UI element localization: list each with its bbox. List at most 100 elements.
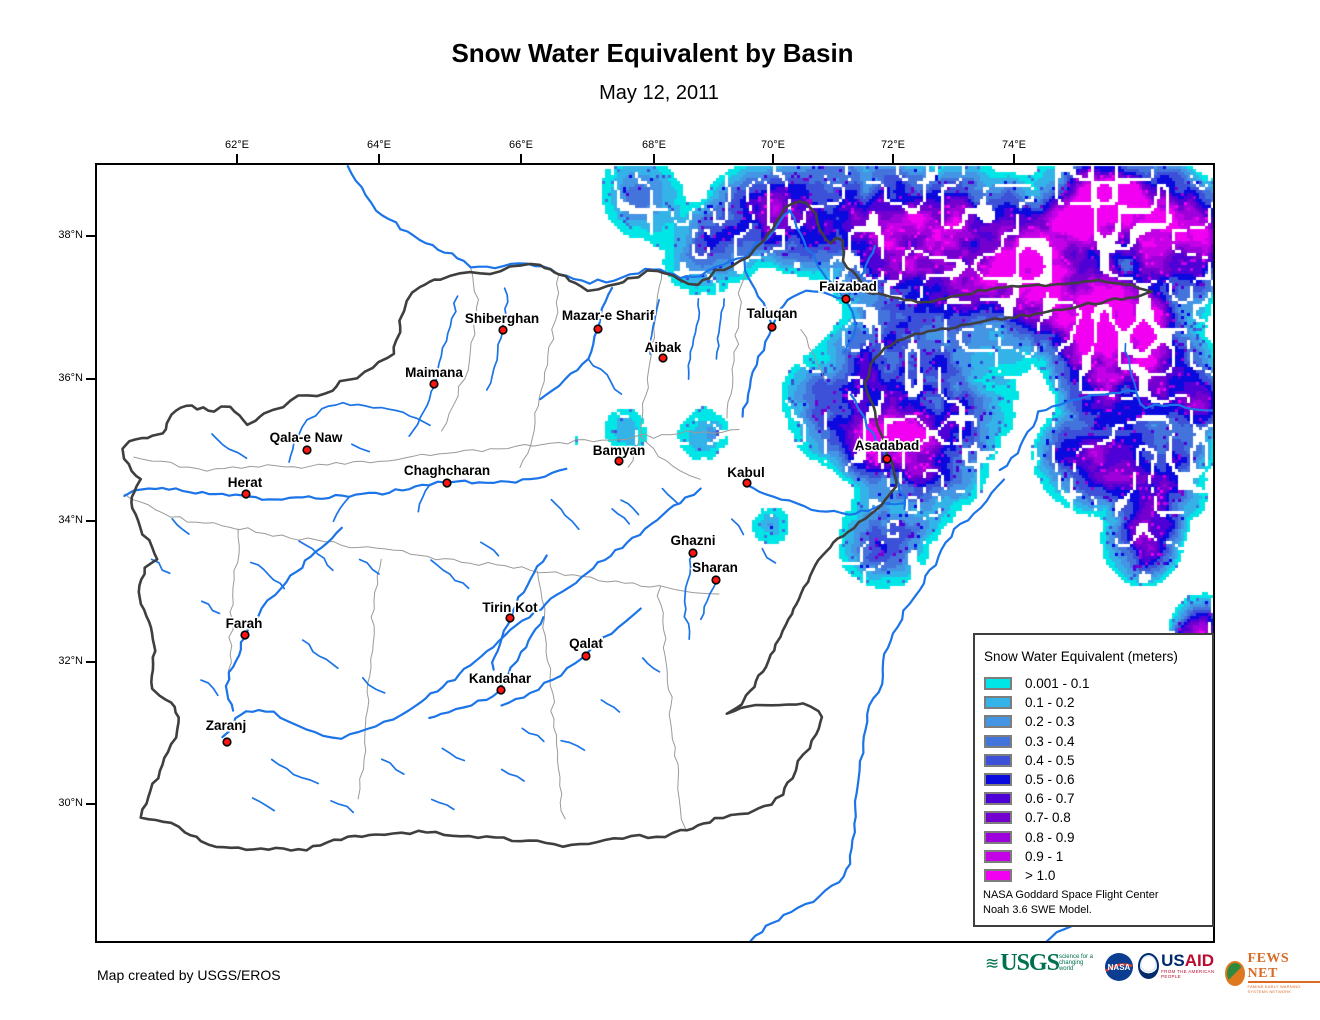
- city-asadabad: Asadabad: [853, 436, 921, 464]
- lat-tick-label: 36°N: [58, 372, 83, 384]
- river: [288, 401, 431, 463]
- legend-item-label: 0.1 - 0.2: [1025, 695, 1075, 711]
- lon-tick-label: 70°E: [761, 139, 785, 151]
- river: [550, 498, 580, 531]
- basin-boundary: [357, 558, 382, 800]
- city-label: Asadabad: [855, 438, 920, 453]
- lat-tick-mark: [86, 520, 95, 522]
- legend-item: 0.1 - 0.2: [984, 695, 1090, 711]
- logo-strip: ≋ USGS science for a changing world NASA…: [985, 950, 1320, 995]
- legend-swatch: [984, 811, 1012, 825]
- city-label: Aibak: [645, 340, 682, 355]
- river: [211, 433, 248, 460]
- river: [500, 607, 642, 707]
- lon-tick-mark: [1013, 154, 1015, 163]
- fewsnet-tagline: FAMINE EARLY WARNING SYSTEMS NETWORK: [1247, 984, 1301, 995]
- city-marker: [614, 456, 624, 466]
- city-marker: [442, 478, 452, 488]
- river: [358, 558, 380, 575]
- river: [1124, 342, 1138, 392]
- city-marker: [429, 379, 439, 389]
- river: [301, 639, 339, 670]
- city-aibak: Aibak: [643, 338, 684, 363]
- lon-tick-mark: [236, 154, 238, 163]
- legend-item: 0.7- 0.8: [984, 810, 1090, 825]
- river: [687, 297, 701, 380]
- basin-boundary: [627, 269, 663, 468]
- river: [560, 739, 586, 752]
- legend-item-label: 0.5 - 0.6: [1025, 771, 1075, 787]
- river: [417, 483, 431, 513]
- river: [741, 325, 774, 418]
- legend-item-label: 0.8 - 0.9: [1025, 829, 1075, 845]
- river: [600, 699, 621, 713]
- usaid-seal-icon: [1138, 952, 1160, 979]
- river: [648, 298, 660, 355]
- city-label: Qala-e Naw: [270, 430, 343, 445]
- river: [587, 358, 623, 395]
- city-marker: [742, 478, 752, 488]
- legend-item: 0.4 - 0.5: [984, 752, 1090, 768]
- river: [715, 298, 725, 360]
- city-label: Mazar-e Sharif: [562, 308, 655, 323]
- map-vector-layer: Faizabad Taluqan Mazar-e Sharif Shiberghan A…: [121, 165, 1213, 941]
- lon-tick-mark: [378, 154, 380, 163]
- usaid-logo: USAID FROM THE AMERICAN PEOPLE: [1138, 952, 1219, 979]
- lon-tick-mark: [520, 154, 522, 163]
- legend-item: 0.001 - 0.1: [984, 676, 1090, 691]
- lat-tick-mark: [86, 803, 95, 805]
- city-shiberghan: Shiberghan: [463, 309, 541, 335]
- river: [351, 443, 371, 453]
- page-title: Snow Water Equivalent by Basin: [451, 38, 854, 68]
- city-label: Chaghcharan: [404, 463, 490, 478]
- legend-swatch: [984, 772, 1012, 786]
- lon-tick-mark: [772, 154, 774, 163]
- usgs-logo-text: USGS: [1000, 950, 1060, 976]
- lat-tick-label: 30°N: [58, 797, 83, 809]
- city-marker: [496, 685, 506, 695]
- city-label: Shiberghan: [465, 311, 539, 326]
- map-frame: Faizabad Taluqan Mazar-e Sharif Shiberghan A…: [95, 163, 1215, 943]
- river: [500, 768, 525, 782]
- page-subtitle: May 12, 2011: [599, 82, 719, 104]
- river: [251, 797, 276, 812]
- legend-item: 0.6 - 0.7: [984, 791, 1090, 806]
- lon-tick-label: 74°E: [1002, 139, 1026, 151]
- city-faizabad: Faizabad: [817, 277, 879, 304]
- river: [849, 393, 907, 511]
- city-label: Herat: [228, 475, 263, 490]
- river: [998, 389, 1213, 472]
- city-marker: [581, 651, 591, 661]
- globe-icon: [1224, 960, 1245, 986]
- city-farah: Farah: [224, 614, 264, 640]
- city-label: Ghazni: [670, 533, 715, 548]
- city-marker: [688, 548, 698, 558]
- svg-text:NASA: NASA: [1108, 963, 1131, 972]
- lat-tick-mark: [86, 378, 95, 380]
- legend-item-label: 0.4 - 0.5: [1025, 752, 1075, 768]
- river: [224, 526, 343, 712]
- basin-boundary: [656, 586, 686, 830]
- usaid-logo-text-aid: AID: [1184, 951, 1215, 970]
- legend-item: 0.5 - 0.6: [984, 771, 1090, 787]
- legend-rows: 0.001 - 0.1 0.1 - 0.2 0.2 - 0.3 0.3 - 0.4 0.…: [984, 676, 1090, 888]
- city-qalat: Qalat: [567, 634, 605, 661]
- legend-swatch: [984, 677, 1012, 690]
- lat-tick-mark: [86, 235, 95, 237]
- river: [430, 798, 455, 811]
- basin-boundary: [227, 528, 240, 680]
- legend-swatch: [984, 734, 1012, 748]
- city-label: Tirin Kot: [482, 600, 538, 615]
- city-marker: [302, 445, 312, 455]
- legend-note-line2: Noah 3.6 SWE Model.: [983, 904, 1092, 916]
- nasa-logo: NASA: [1104, 952, 1134, 982]
- lon-tick-label: 62°E: [225, 139, 249, 151]
- river: [620, 499, 640, 516]
- city-chaghcharan: Chaghcharan: [402, 461, 492, 488]
- city-label: Taluqan: [747, 306, 798, 321]
- city-taluqan: Taluqan: [745, 304, 799, 332]
- city-marker: [882, 454, 892, 464]
- river: [788, 209, 857, 354]
- river: [200, 600, 221, 615]
- legend-item: 0.2 - 0.3: [984, 714, 1090, 729]
